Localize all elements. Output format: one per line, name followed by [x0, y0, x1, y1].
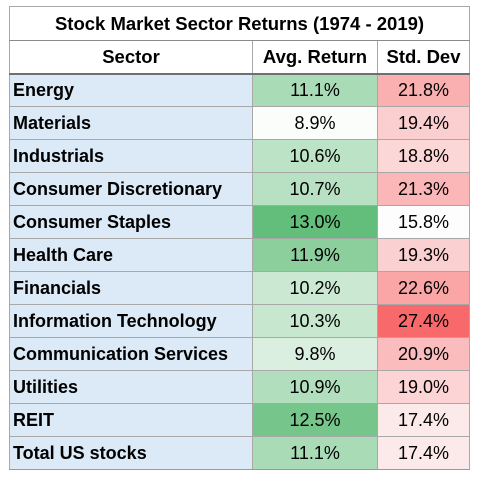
- avg-return-cell: 10.6%: [252, 139, 378, 173]
- table-row: Financials 10.2% 22.6%: [9, 271, 470, 305]
- std-dev-cell: 22.6%: [377, 271, 470, 305]
- table-row: Consumer Staples 13.0% 15.8%: [9, 205, 470, 239]
- column-header-std-dev: Std. Dev: [377, 40, 470, 75]
- sector-name-cell: Information Technology: [9, 304, 253, 338]
- std-dev-cell: 19.3%: [377, 238, 470, 272]
- sector-name-cell: Communication Services: [9, 337, 253, 371]
- avg-return-cell: 11.1%: [252, 73, 378, 107]
- std-dev-cell: 20.9%: [377, 337, 470, 371]
- std-dev-cell: 17.4%: [377, 403, 470, 437]
- table-row: Information Technology 10.3% 27.4%: [9, 304, 470, 338]
- avg-return-cell: 10.2%: [252, 271, 378, 305]
- std-dev-cell: 15.8%: [377, 205, 470, 239]
- std-dev-cell: 17.4%: [377, 436, 470, 470]
- table-row: Industrials 10.6% 18.8%: [9, 139, 470, 173]
- table-row: Materials 8.9% 19.4%: [9, 106, 470, 140]
- table-row: Energy 11.1% 21.8%: [9, 73, 470, 107]
- table-row: Consumer Discretionary 10.7% 21.3%: [9, 172, 470, 206]
- table-row: Health Care 11.9% 19.3%: [9, 238, 470, 272]
- table-row: Total US stocks 11.1% 17.4%: [9, 436, 470, 470]
- avg-return-cell: 8.9%: [252, 106, 378, 140]
- avg-return-cell: 11.9%: [252, 238, 378, 272]
- sector-name-cell: Financials: [9, 271, 253, 305]
- sector-name-cell: Industrials: [9, 139, 253, 173]
- table-row: Utilities 10.9% 19.0%: [9, 370, 470, 404]
- std-dev-cell: 18.8%: [377, 139, 470, 173]
- avg-return-cell: 12.5%: [252, 403, 378, 437]
- sector-name-cell: Materials: [9, 106, 253, 140]
- sector-name-cell: Health Care: [9, 238, 253, 272]
- table-row: REIT 12.5% 17.4%: [9, 403, 470, 437]
- std-dev-cell: 21.3%: [377, 172, 470, 206]
- sector-name-cell: Energy: [9, 73, 253, 107]
- std-dev-cell: 27.4%: [377, 304, 470, 338]
- sector-name-cell: Consumer Staples: [9, 205, 253, 239]
- table-row: Communication Services 9.8% 20.9%: [9, 337, 470, 371]
- column-header-avg-return: Avg. Return: [252, 40, 378, 75]
- avg-return-cell: 11.1%: [252, 436, 378, 470]
- sector-name-cell: REIT: [9, 403, 253, 437]
- std-dev-cell: 19.4%: [377, 106, 470, 140]
- column-header-sector: Sector: [9, 40, 253, 75]
- avg-return-cell: 9.8%: [252, 337, 378, 371]
- avg-return-cell: 10.3%: [252, 304, 378, 338]
- sector-name-cell: Total US stocks: [9, 436, 253, 470]
- avg-return-cell: 13.0%: [252, 205, 378, 239]
- avg-return-cell: 10.7%: [252, 172, 378, 206]
- sector-name-cell: Utilities: [9, 370, 253, 404]
- std-dev-cell: 21.8%: [377, 73, 470, 107]
- table-body: Energy 11.1% 21.8% Materials 8.9% 19.4% Indust…: [9, 73, 470, 470]
- sector-returns-table: Stock Market Sector Returns (1974 - 2019…: [9, 6, 470, 470]
- sector-name-cell: Consumer Discretionary: [9, 172, 253, 206]
- sector-returns-table-container: Stock Market Sector Returns (1974 - 2019…: [9, 6, 470, 470]
- table-title: Stock Market Sector Returns (1974 - 2019…: [9, 6, 470, 41]
- avg-return-cell: 10.9%: [252, 370, 378, 404]
- std-dev-cell: 19.0%: [377, 370, 470, 404]
